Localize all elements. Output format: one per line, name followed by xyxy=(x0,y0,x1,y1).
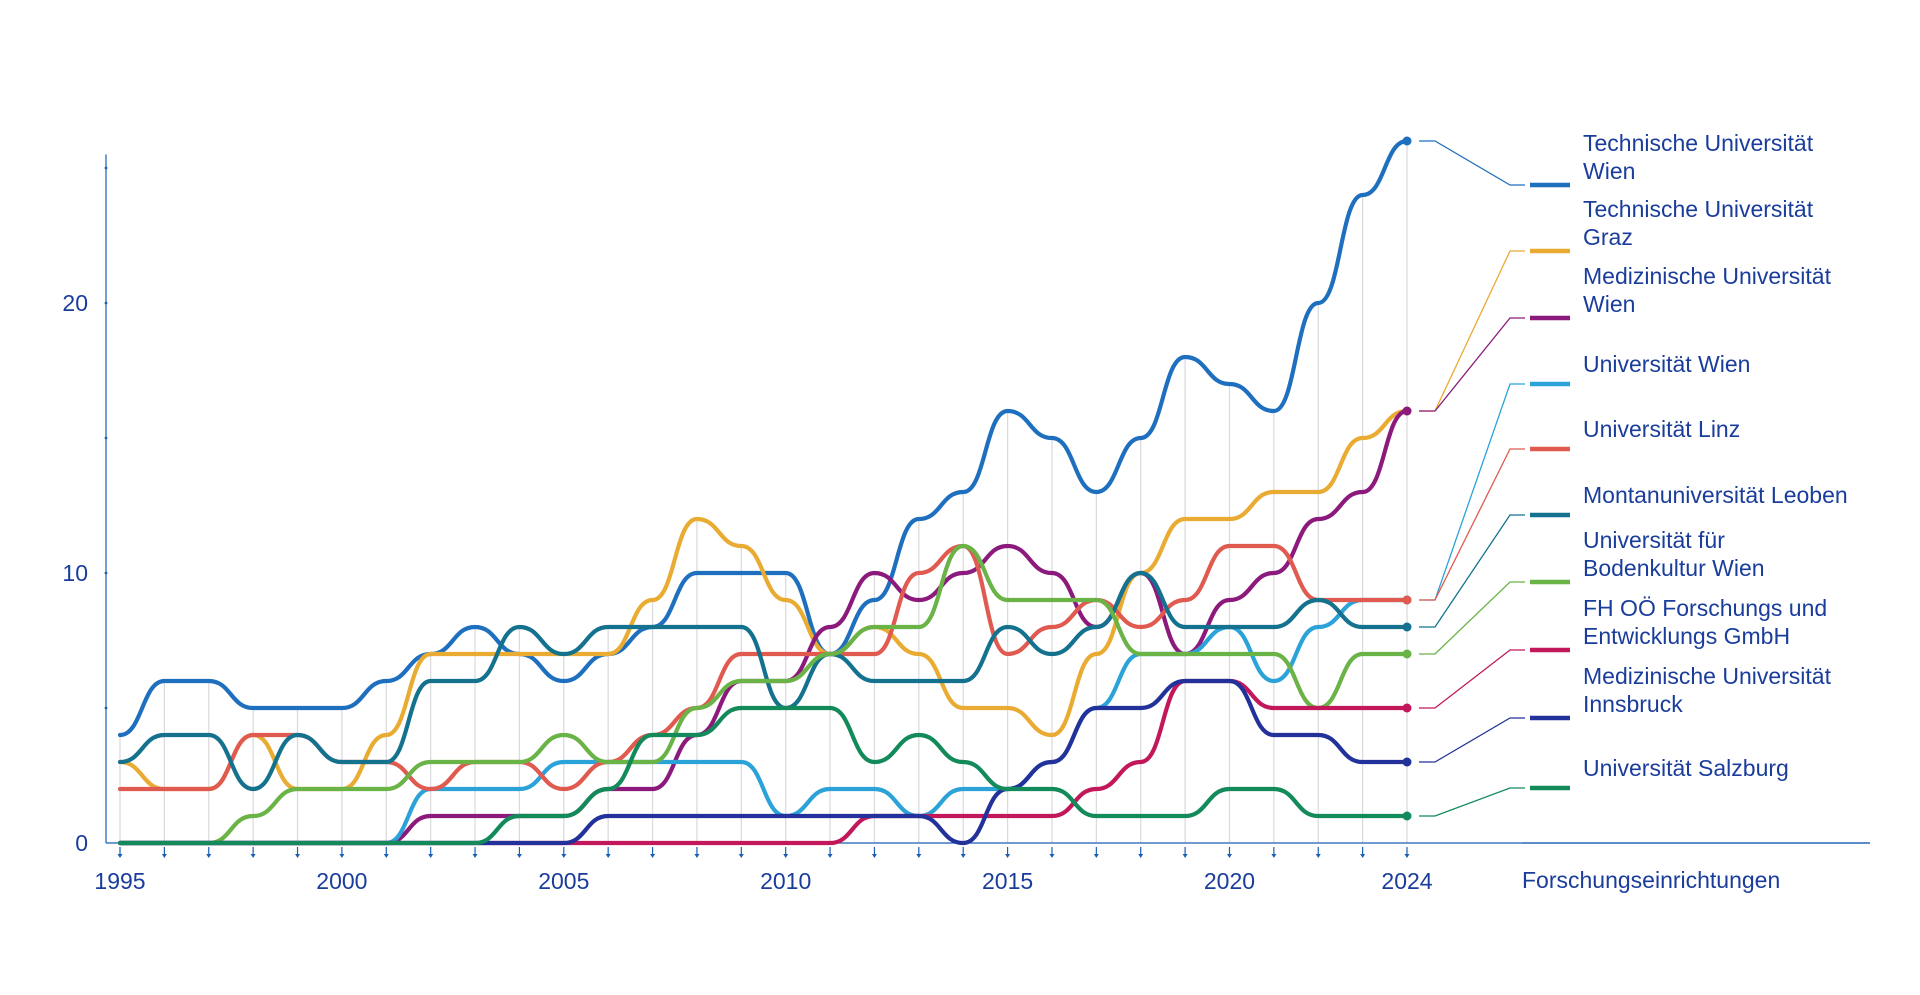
x-tick-label: 1995 xyxy=(94,868,145,894)
series-1-connector xyxy=(1419,140,1525,186)
y-minor-tick xyxy=(104,436,108,440)
x-tick-label: 2000 xyxy=(316,868,367,894)
x-tick-arrow xyxy=(1404,854,1410,858)
x-tick-arrow xyxy=(1271,854,1277,858)
x-tick-arrow xyxy=(161,854,167,858)
x-axis-ticks: 1995 2000 2005 2010 2015 2020 2024 xyxy=(94,847,1433,894)
x-tick-arrow xyxy=(1093,854,1099,858)
x-tick-arrow xyxy=(1049,854,1055,858)
series-9-line xyxy=(117,678,1410,846)
x-tick-arrow xyxy=(383,854,389,858)
series-7-legend-label: Universität für xyxy=(1583,527,1725,553)
series-8-line xyxy=(117,678,1410,846)
gridlines xyxy=(119,141,1408,843)
series-2-legend-label: Technische Universität xyxy=(1583,196,1814,222)
series-3-legend-label: Medizinische Universität xyxy=(1583,263,1832,289)
series-8-connector xyxy=(1419,649,1525,709)
series-8-legend-label: Entwicklungs GmbH xyxy=(1583,623,1790,649)
series-9-legend-label: Medizinische Universität xyxy=(1583,663,1832,689)
series-9-end-point xyxy=(1402,757,1412,767)
x-tick-arrow xyxy=(1005,854,1011,858)
x-tick-arrow xyxy=(295,854,301,858)
x-tick-arrow xyxy=(738,854,744,858)
x-tick-arrow xyxy=(694,854,700,858)
series-4-connector xyxy=(1419,383,1525,601)
x-tick-arrow xyxy=(428,854,434,858)
y-minor-tick xyxy=(104,571,108,575)
x-tick-arrow xyxy=(650,854,656,858)
x-tick-arrow xyxy=(960,854,966,858)
series-1-line xyxy=(117,138,1410,738)
series-5-connector xyxy=(1419,448,1525,601)
series-7-end-point xyxy=(1402,649,1412,659)
x-tick-arrow xyxy=(561,854,567,858)
series-1-end-point xyxy=(1402,136,1412,146)
x-tick-arrow xyxy=(1315,854,1321,858)
series-6-end-point xyxy=(1402,622,1412,632)
series-10-end-point xyxy=(1402,811,1412,821)
series-3-connector xyxy=(1419,317,1525,412)
x-tick-arrow xyxy=(916,854,922,858)
y-tick-label: 20 xyxy=(62,290,88,316)
x-tick-arrow xyxy=(117,854,123,858)
y-minor-tick xyxy=(104,301,108,305)
series-7-connector xyxy=(1419,581,1525,655)
series-8-legend-label: FH OÖ Forschungs und xyxy=(1583,595,1827,621)
y-minor-tick xyxy=(104,706,108,710)
series-4-legend-label: Universität Wien xyxy=(1583,351,1750,377)
series-6-connector xyxy=(1419,514,1525,628)
series-4-line xyxy=(117,597,1410,846)
series-7-legend-label: Bodenkultur Wien xyxy=(1583,555,1765,581)
x-tick-arrow xyxy=(206,854,212,858)
x-tick-arrow xyxy=(1138,854,1144,858)
x-tick-arrow xyxy=(827,854,833,858)
series-3-legend-label: Wien xyxy=(1583,291,1635,317)
x-tick-arrow xyxy=(250,854,256,858)
legend-title: Forschungseinrichtungen xyxy=(1522,867,1780,893)
series-8-end-point xyxy=(1402,703,1412,713)
series-10-connector xyxy=(1419,787,1525,817)
series-6-line xyxy=(117,570,1410,792)
series-lines xyxy=(117,136,1412,846)
series-1-legend-label: Technische Universität xyxy=(1583,130,1814,156)
series-6-legend-label: Montanuniversität Leoben xyxy=(1583,482,1848,508)
series-3-end-point xyxy=(1402,406,1412,416)
x-tick-arrow xyxy=(516,854,522,858)
x-tick-arrow xyxy=(1360,854,1366,858)
series-5-end-point xyxy=(1402,595,1412,605)
x-tick-label: 2005 xyxy=(538,868,589,894)
x-tick-arrow xyxy=(1226,854,1232,858)
x-tick-arrow xyxy=(783,854,789,858)
series-2-line xyxy=(117,408,1410,792)
series-2-legend-label: Graz xyxy=(1583,224,1633,250)
series-1-legend-label: Wien xyxy=(1583,158,1635,184)
x-tick-arrow xyxy=(339,854,345,858)
x-tick-label: 2024 xyxy=(1381,868,1432,894)
y-tick-label: 10 xyxy=(62,560,88,586)
x-tick-arrow xyxy=(871,854,877,858)
x-tick-arrow xyxy=(1182,854,1188,858)
series-9-legend-label: Innsbruck xyxy=(1583,691,1683,717)
x-tick-label: 2020 xyxy=(1204,868,1255,894)
x-tick-arrow xyxy=(472,854,478,858)
series-10-legend-label: Universität Salzburg xyxy=(1583,755,1789,781)
y-minor-tick xyxy=(104,166,108,170)
series-7-line xyxy=(117,543,1410,846)
x-tick-label: 2010 xyxy=(760,868,811,894)
y-axis-ticks: 0 10 20 xyxy=(62,166,108,856)
x-tick-label: 2015 xyxy=(982,868,1033,894)
series-9-connector xyxy=(1419,717,1525,763)
series-5-legend-label: Universität Linz xyxy=(1583,416,1740,442)
series-10-line xyxy=(117,705,1410,846)
y-tick-label: 0 xyxy=(75,830,88,856)
x-tick-arrow xyxy=(605,854,611,858)
